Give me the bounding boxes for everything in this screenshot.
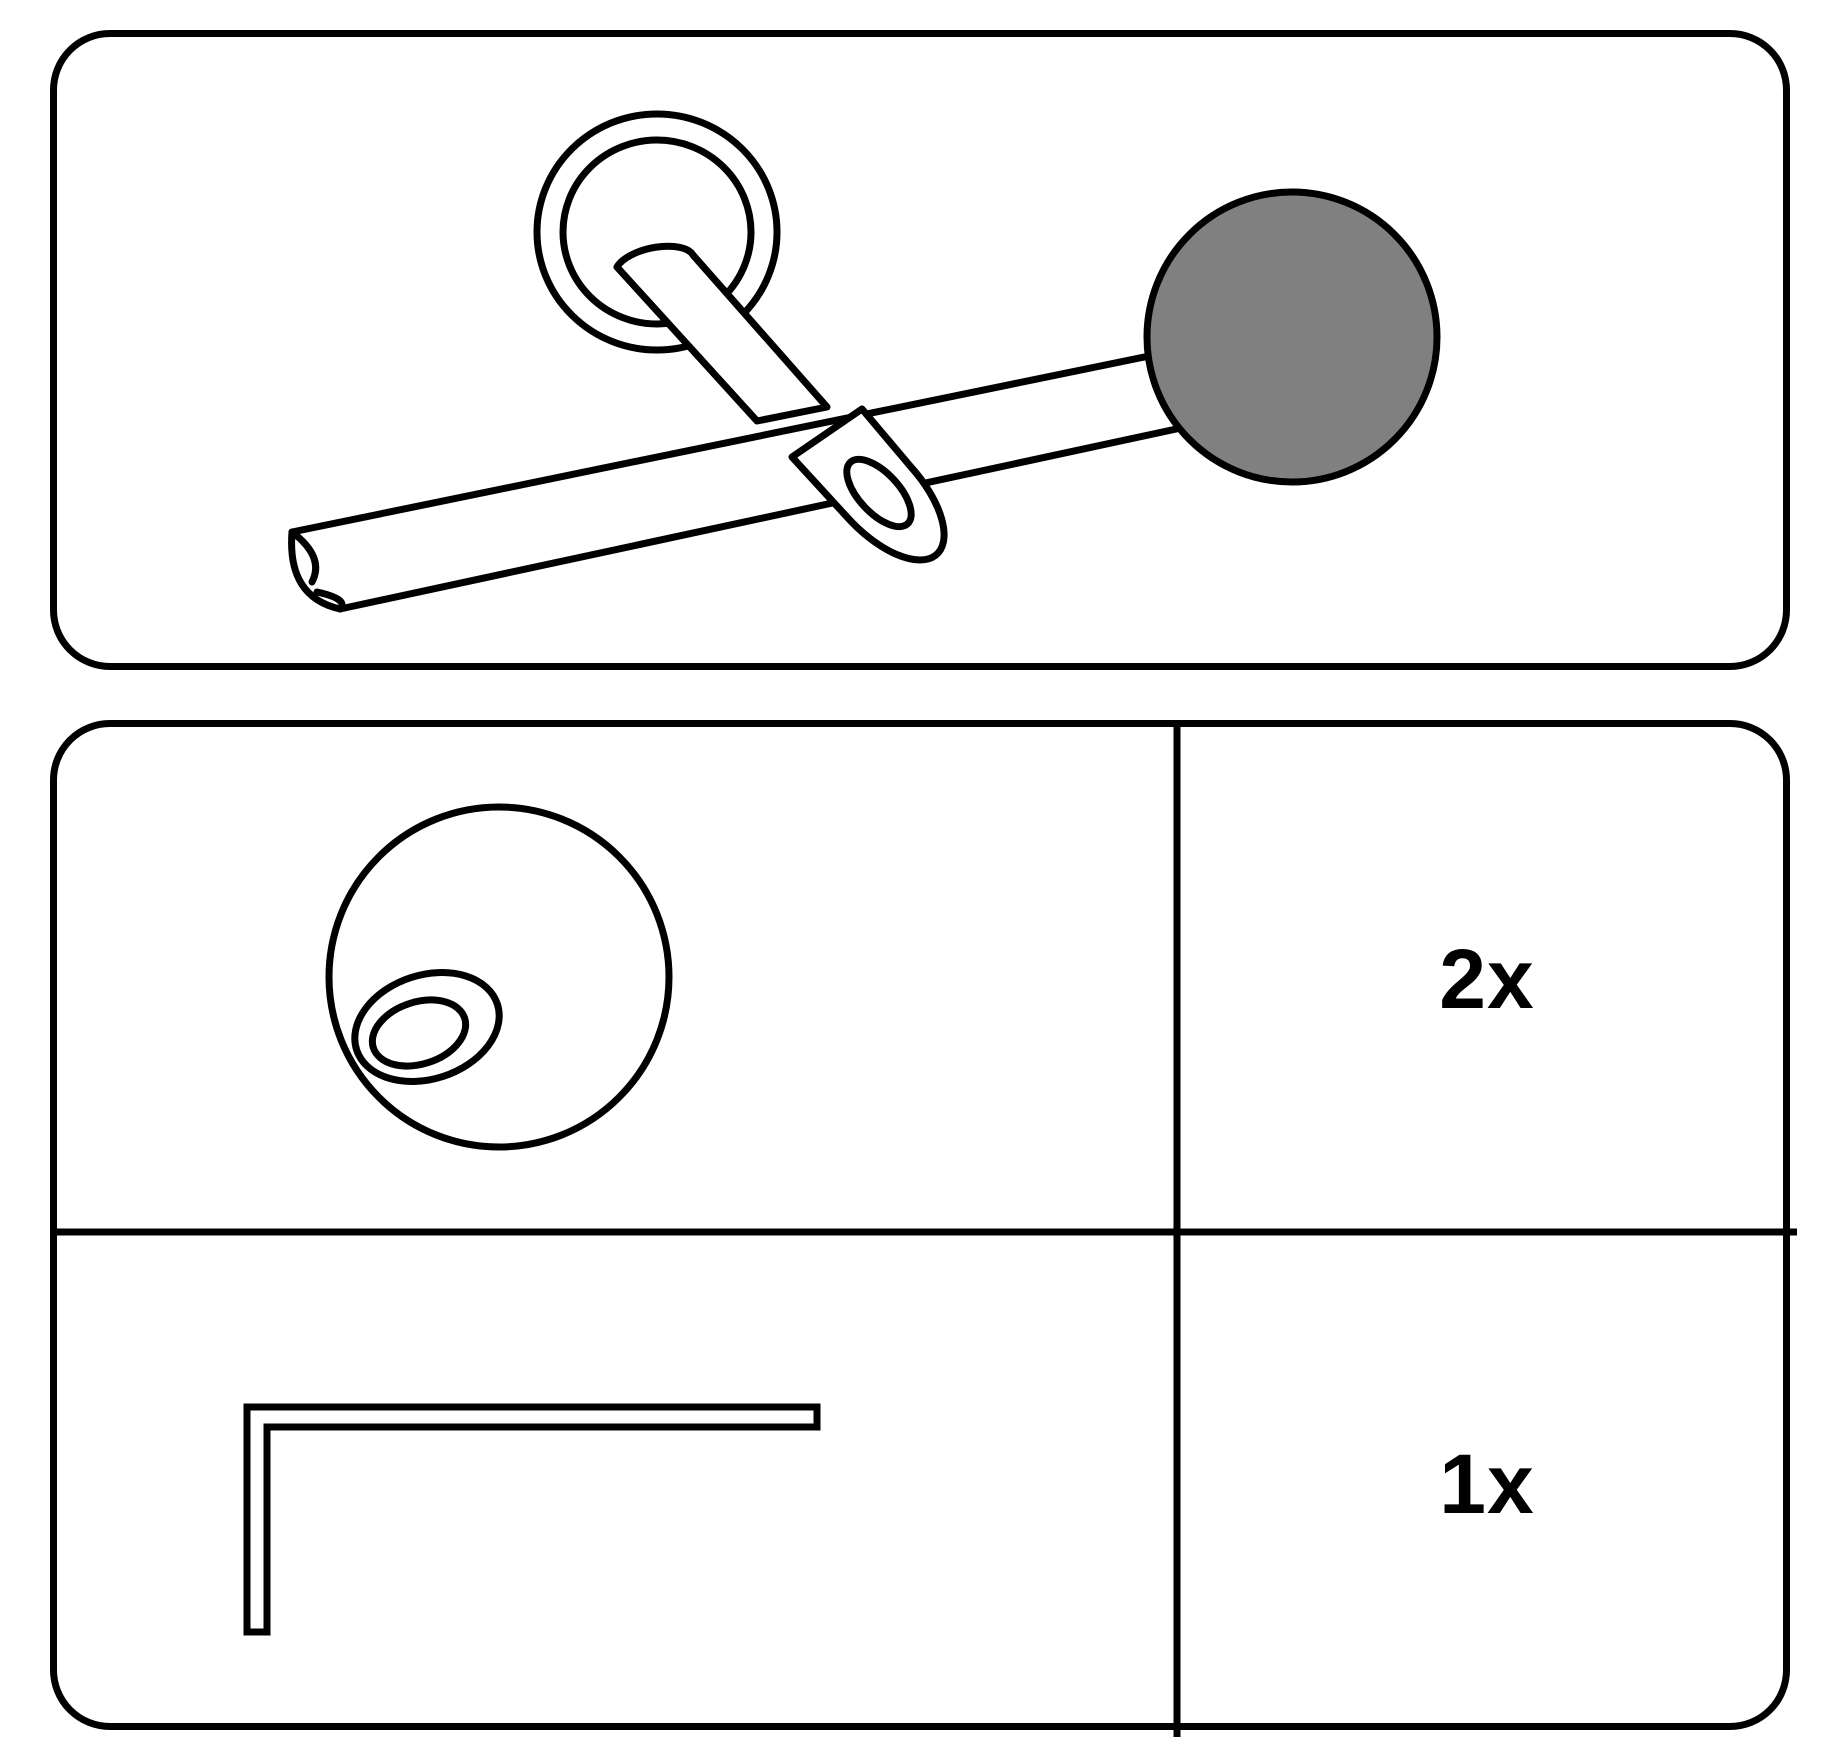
finial-ball-icon xyxy=(329,807,669,1147)
qty-hex-key: 1x xyxy=(1177,1232,1797,1737)
hero-panel xyxy=(50,30,1790,670)
finial-ball-highlight-icon xyxy=(1147,192,1437,482)
parts-panel: 2x 1x xyxy=(50,720,1790,1730)
qty-finial-ball: 2x xyxy=(1177,727,1797,1232)
hero-illustration xyxy=(57,37,1797,677)
assembly-instruction-page: 2x 1x xyxy=(0,0,1840,1760)
hex-key-icon xyxy=(247,1407,817,1632)
